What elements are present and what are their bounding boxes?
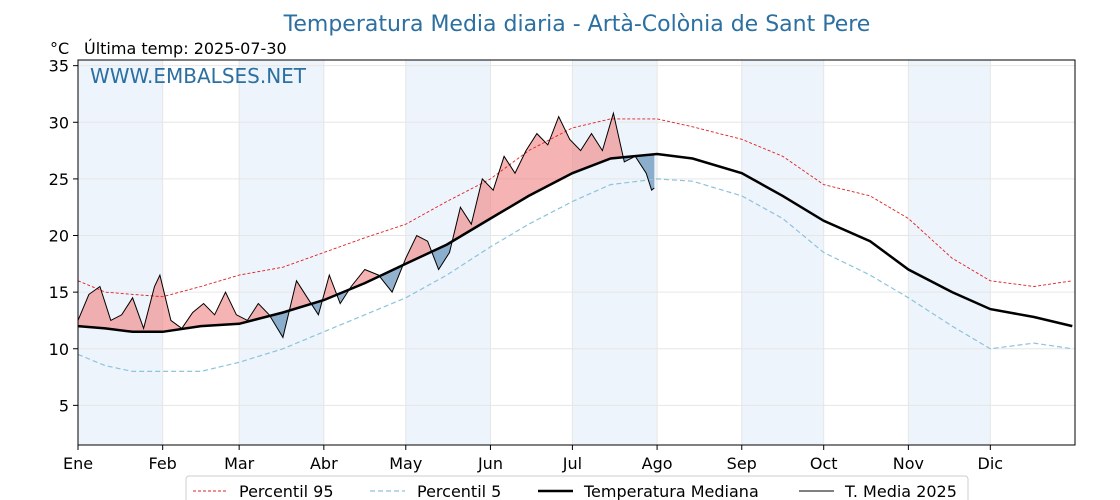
x-tick-label: May bbox=[389, 454, 422, 473]
below-median-fill bbox=[378, 265, 402, 293]
legend: Percentil 95 Percentil 5 Temperatura Med… bbox=[185, 475, 969, 500]
legend-box bbox=[185, 475, 969, 500]
above-median-fill bbox=[288, 280, 311, 315]
x-tick-label: Jul bbox=[562, 454, 582, 473]
y-tick-label: 10 bbox=[49, 340, 69, 359]
y-tick-label: 30 bbox=[49, 113, 69, 132]
chart-title: Temperatura Media diaria - Artà-Colònia … bbox=[283, 12, 871, 37]
y-axis: 5 10 15 20 25 30 35 bbox=[49, 57, 78, 415]
month-band bbox=[741, 60, 824, 445]
t2025-line bbox=[77, 111, 655, 339]
above-median-fill bbox=[450, 113, 623, 247]
y-tick-label: 5 bbox=[59, 396, 69, 415]
p95-line bbox=[77, 118, 1073, 298]
x-tick-label: Dic bbox=[978, 454, 1004, 473]
month-band bbox=[239, 60, 324, 445]
month-band bbox=[78, 60, 163, 445]
below-median-fill bbox=[430, 242, 451, 270]
y-tick-label: 20 bbox=[49, 227, 69, 246]
x-axis: Ene Feb Mar Abr May Jun Jul Ago Sep Oct Nov Dic bbox=[63, 445, 1003, 473]
x-tick-label: Jun bbox=[477, 454, 503, 473]
x-tick-label: Feb bbox=[149, 454, 177, 473]
x-tick-label: Oct bbox=[810, 454, 838, 473]
y-tick-label: 15 bbox=[49, 283, 69, 302]
x-tick-label: Nov bbox=[893, 454, 924, 473]
above-median-fill bbox=[78, 275, 270, 332]
last-temp-label: Última temp: 2025-07-30 bbox=[84, 39, 287, 58]
p5-line bbox=[77, 178, 1073, 372]
unit-label: °C bbox=[50, 39, 69, 58]
x-tick-label: Mar bbox=[224, 454, 255, 473]
above-median-fill bbox=[348, 269, 379, 291]
month-band bbox=[908, 60, 991, 445]
x-tick-label: Sep bbox=[727, 454, 757, 473]
below-median-fill bbox=[622, 154, 655, 191]
x-tick-label: Ene bbox=[63, 454, 93, 473]
y-tick-label: 35 bbox=[49, 57, 69, 76]
x-tick-label: Ago bbox=[642, 454, 673, 473]
below-median-fill bbox=[269, 310, 289, 338]
month-bands bbox=[78, 60, 991, 445]
above-median-fill bbox=[321, 275, 337, 305]
series-lines bbox=[77, 111, 1073, 372]
legend-p95-label: Percentil 95 bbox=[239, 482, 334, 500]
plot-frame bbox=[77, 59, 1076, 446]
anomaly-fills bbox=[78, 113, 655, 338]
median-line bbox=[77, 152, 1073, 334]
x-tick-label: Abr bbox=[310, 454, 338, 473]
watermark: WWW.EMBALSES.NET bbox=[90, 64, 307, 88]
legend-median-label: Temperatura Mediana bbox=[583, 482, 759, 500]
legend-t2025-label: T. Media 2025 bbox=[844, 482, 957, 500]
legend-p5-label: Percentil 5 bbox=[417, 482, 501, 500]
y-tick-label: 25 bbox=[49, 170, 69, 189]
above-median-fill bbox=[401, 235, 431, 269]
